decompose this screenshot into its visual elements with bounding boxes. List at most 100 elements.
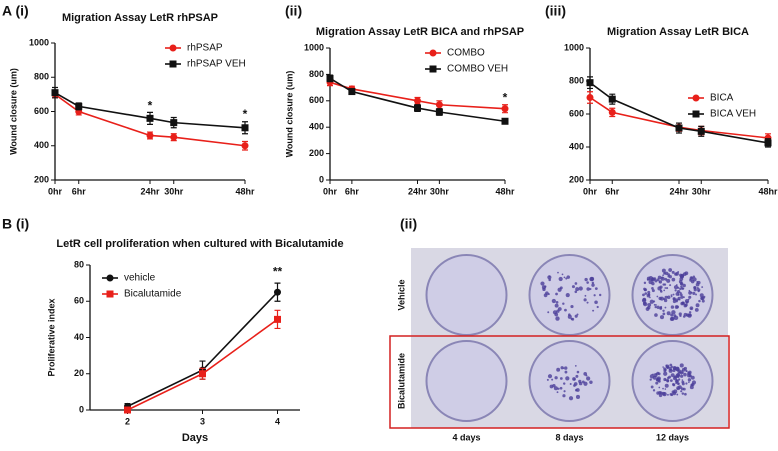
colony — [662, 274, 664, 277]
colony — [644, 292, 648, 295]
colony — [594, 287, 598, 291]
colony — [574, 282, 578, 285]
colony — [659, 391, 663, 395]
colony — [667, 393, 669, 396]
x-tick-label: 3 — [200, 416, 205, 426]
marker — [429, 65, 437, 73]
y-tick-label: 800 — [309, 69, 324, 79]
colony — [581, 380, 585, 384]
column-label: 4 days — [452, 432, 480, 442]
colony — [663, 371, 668, 376]
colony — [554, 303, 559, 308]
colony — [546, 378, 549, 381]
colony — [684, 303, 688, 307]
x-tick-label: 48hr — [758, 186, 778, 196]
colony — [662, 283, 665, 286]
colony — [543, 293, 548, 298]
colony — [656, 305, 660, 309]
colony — [699, 293, 704, 298]
marker — [501, 117, 509, 125]
colony — [574, 314, 578, 318]
colony — [559, 377, 563, 380]
colony — [575, 388, 580, 392]
colony — [649, 374, 655, 379]
colony — [556, 391, 559, 394]
marker — [106, 290, 114, 298]
colony — [568, 396, 574, 401]
colony — [557, 287, 562, 292]
colony — [679, 363, 684, 368]
x-tick-label: 4 — [275, 416, 280, 426]
x-tick-label: 24hr — [408, 186, 428, 196]
colony — [551, 298, 556, 304]
colony — [659, 307, 662, 310]
row-label: Vehicle — [396, 279, 406, 310]
colony — [687, 298, 690, 301]
colony — [575, 287, 580, 292]
marker — [124, 406, 131, 414]
colony — [680, 390, 683, 393]
colony — [679, 281, 684, 286]
colony — [694, 307, 699, 312]
marker — [608, 108, 616, 116]
colony — [570, 304, 574, 309]
marker — [146, 131, 154, 139]
colony — [662, 366, 664, 368]
colony — [658, 280, 663, 284]
colony — [657, 275, 662, 280]
colony — [653, 303, 656, 306]
colony — [691, 380, 697, 385]
colony — [672, 299, 677, 304]
y-tick-label: 800 — [34, 72, 49, 82]
well — [425, 254, 508, 336]
colony — [675, 373, 680, 378]
colony — [564, 370, 568, 374]
x-tick-label: 30hr — [164, 186, 184, 196]
colony — [562, 382, 566, 385]
colony — [673, 315, 679, 320]
colony — [662, 312, 666, 316]
colony — [671, 270, 675, 274]
colony — [589, 287, 592, 291]
y-tick-label: 40 — [74, 332, 84, 342]
colony — [578, 379, 582, 384]
colony — [555, 301, 559, 304]
colony — [576, 370, 580, 374]
colony — [678, 312, 682, 316]
colony — [661, 276, 664, 279]
colony — [669, 363, 673, 367]
marker — [501, 105, 509, 113]
column-label: 12 days — [656, 432, 689, 442]
colony — [692, 275, 696, 278]
colony — [698, 299, 701, 303]
chart-title: Migration Assay LetR BICA and rhPSAP — [316, 26, 524, 38]
colony — [672, 383, 676, 387]
colony — [681, 380, 685, 384]
marker — [764, 139, 772, 147]
panel-label: A (i) — [2, 3, 29, 19]
marker — [170, 133, 178, 141]
colony — [555, 292, 558, 296]
colony — [658, 393, 663, 398]
y-tick-label: 0 — [79, 404, 84, 414]
x-tick-label: 48hr — [235, 186, 255, 196]
colony — [675, 366, 680, 371]
colony — [645, 307, 650, 311]
marker — [326, 74, 334, 82]
colony — [569, 383, 572, 386]
marker — [692, 94, 700, 102]
colony — [681, 379, 684, 381]
colony — [559, 386, 563, 390]
colony — [678, 378, 681, 381]
colony — [666, 287, 669, 290]
colony — [653, 300, 656, 303]
colony — [650, 385, 654, 389]
legend-label: vehicle — [124, 273, 156, 284]
legend-label: rhPSAP — [187, 43, 223, 54]
colony — [659, 315, 665, 320]
colony — [562, 394, 566, 398]
x-tick-label: 6hr — [345, 186, 360, 196]
colony — [687, 378, 692, 382]
x-tick-label: 2 — [125, 416, 130, 426]
marker — [414, 97, 421, 105]
